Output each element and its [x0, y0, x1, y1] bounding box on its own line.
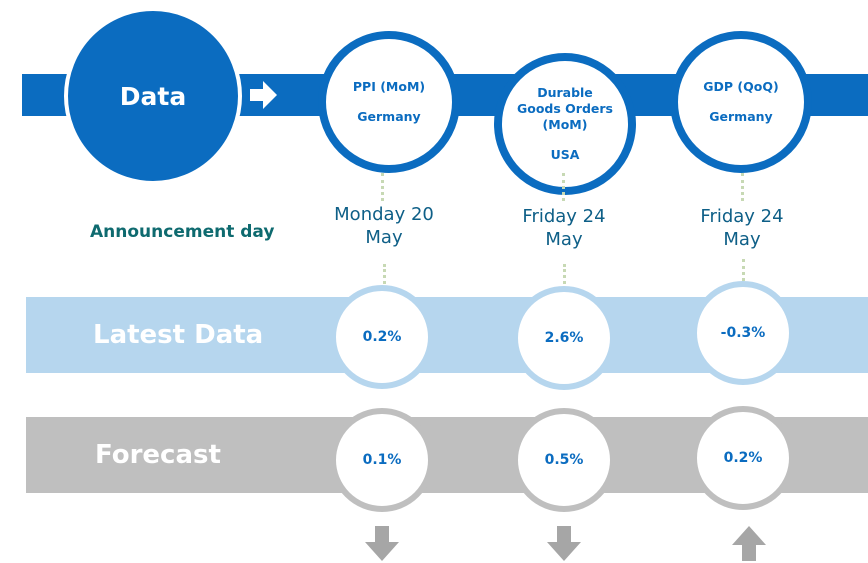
forecast-value: 0.1% [362, 452, 402, 468]
latest-data-label: Latest Data [93, 320, 264, 350]
data-header-label: Data [119, 81, 187, 111]
date-line: May [723, 229, 761, 250]
forecast-label: Forecast [95, 440, 221, 470]
latest-value-circle: 0.2% [330, 285, 434, 389]
event-indicator: PPI (MoM) [352, 79, 426, 94]
dotted-connector [383, 264, 386, 284]
forecast-value-circle: 0.2% [691, 406, 795, 510]
announcement-date: Friday 24 May [494, 205, 634, 251]
announcement-day-label: Announcement day [90, 222, 275, 242]
date-line: Friday 24 [700, 206, 784, 227]
event-circle-gdp: GDP (QoQ) Germany [670, 31, 812, 173]
dotted-connector [381, 173, 384, 201]
down-arrow-icon [547, 526, 581, 561]
forecast-value: 0.2% [723, 450, 763, 466]
latest-value: 2.6% [544, 330, 584, 346]
announcement-date: Friday 24 May [672, 205, 812, 251]
date-line: May [365, 227, 403, 248]
event-country: Germany [357, 109, 421, 124]
down-arrow-icon [365, 526, 399, 561]
event-circle-durable-goods: Durable Goods Orders (MoM) USA [494, 53, 636, 195]
date-line: May [545, 229, 583, 250]
latest-value: 0.2% [362, 329, 402, 345]
data-header-circle: Data [64, 7, 242, 185]
arrow-right-icon [250, 81, 277, 109]
date-line: Monday 20 [334, 204, 434, 225]
latest-value-circle: -0.3% [691, 281, 795, 385]
dotted-connector [563, 264, 566, 284]
event-indicator: GDP (QoQ) [703, 79, 779, 94]
event-country: USA [550, 147, 580, 162]
announcement-date: Monday 20 May [314, 203, 454, 249]
latest-value: -0.3% [720, 325, 766, 341]
up-arrow-icon [732, 526, 766, 561]
dotted-connector [742, 259, 745, 281]
forecast-value-circle: 0.5% [512, 408, 616, 512]
event-indicator: Durable Goods Orders (MoM) [517, 85, 613, 132]
dotted-connector [562, 173, 565, 201]
event-circle-ppi: PPI (MoM) Germany [318, 31, 460, 173]
forecast-value-circle: 0.1% [330, 408, 434, 512]
latest-value-circle: 2.6% [512, 286, 616, 390]
date-line: Friday 24 [522, 206, 606, 227]
event-country: Germany [709, 109, 773, 124]
dotted-connector [741, 173, 744, 201]
forecast-value: 0.5% [544, 452, 584, 468]
